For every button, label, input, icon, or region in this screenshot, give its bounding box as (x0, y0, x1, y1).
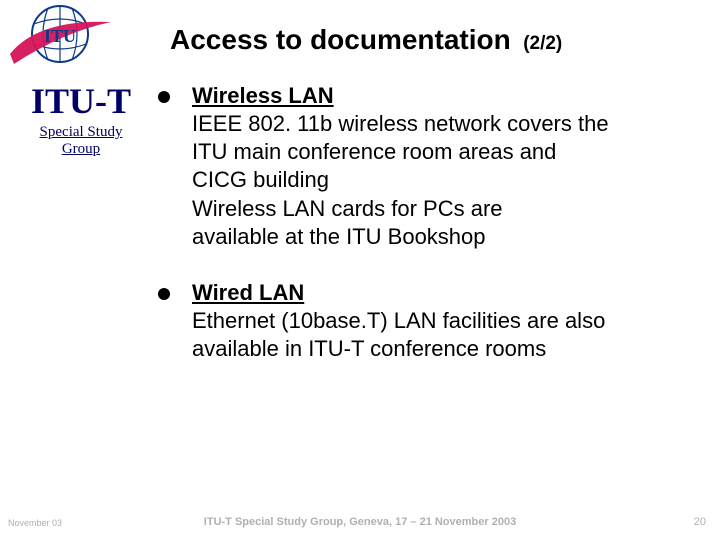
page-title: Access to documentation (170, 24, 511, 55)
sidebar-itu-t: ITU-T (6, 80, 156, 122)
itu-logo-label: ITU (44, 26, 76, 46)
itu-logo-svg: ITU (8, 4, 113, 74)
sidebar-sub-line2: Group (62, 141, 100, 157)
sidebar-subtitle: Special Study Group (6, 124, 156, 159)
bullet-line: ITU main conference room areas and (192, 139, 556, 164)
bullet-item: Wireless LAN IEEE 802. 11b wireless netw… (158, 82, 690, 251)
bullet-line: CICG building (192, 167, 329, 192)
bullet-heading: Wireless LAN (192, 83, 334, 108)
bullet-line: Ethernet (10base.T) LAN facilities are a… (192, 308, 605, 333)
bullet-heading: Wired LAN (192, 280, 304, 305)
bullet-body: Wired LAN Ethernet (10base.T) LAN facili… (192, 279, 605, 363)
slide: ITU Access to documentation (2/2) ITU-T … (0, 0, 720, 540)
bullet-line: IEEE 802. 11b wireless network covers th… (192, 111, 609, 136)
bullet-line: Wireless LAN cards for PCs are (192, 196, 503, 221)
sidebar-sub-line1: Special Study (40, 124, 123, 140)
title-row: Access to documentation (2/2) (170, 24, 700, 56)
footer-text: ITU-T Special Study Group, Geneva, 17 – … (204, 516, 516, 528)
bullet-item: Wired LAN Ethernet (10base.T) LAN facili… (158, 279, 690, 363)
bullet-line: available at the ITU Bookshop (192, 224, 486, 249)
content-area: Wireless LAN IEEE 802. 11b wireless netw… (158, 82, 690, 391)
sidebar: ITU-T Special Study Group (6, 80, 156, 159)
page-title-paren: (2/2) (523, 33, 562, 54)
bullet-dot-icon (158, 288, 170, 300)
footer-page-number: 20 (694, 516, 706, 528)
bullet-line: available in ITU-T conference rooms (192, 336, 546, 361)
itu-logo: ITU (8, 4, 113, 74)
footer-date: November 03 (8, 518, 62, 528)
bullet-body: Wireless LAN IEEE 802. 11b wireless netw… (192, 82, 609, 251)
bullet-dot-icon (158, 91, 170, 103)
